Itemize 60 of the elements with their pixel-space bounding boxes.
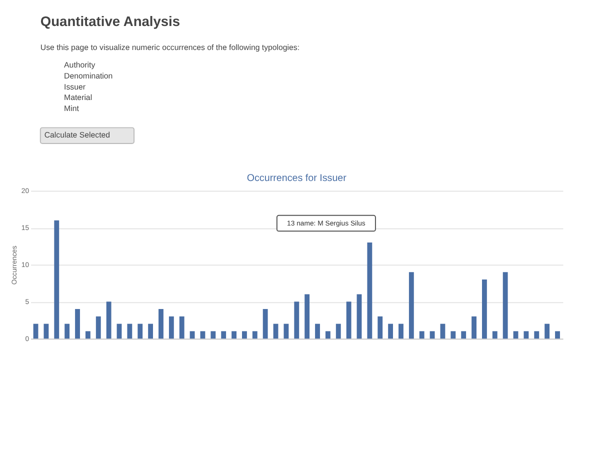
bar xyxy=(273,324,278,339)
bar xyxy=(325,331,330,339)
bar xyxy=(158,309,164,339)
text: Material xyxy=(64,93,92,102)
bar xyxy=(179,316,184,339)
bar xyxy=(284,324,289,339)
bar xyxy=(44,324,49,339)
bar xyxy=(482,279,487,339)
bar xyxy=(127,324,132,339)
text: Quantitative Analysis xyxy=(40,14,180,30)
bar xyxy=(138,324,143,339)
text: Use this page to visualize numeric occurrences of the following typologies: xyxy=(40,42,300,52)
text: Mint xyxy=(64,104,80,113)
chart-title: Occurrences for Issuer xyxy=(246,172,348,184)
bar xyxy=(85,331,90,339)
bar xyxy=(262,309,268,339)
bar xyxy=(440,324,446,339)
bar xyxy=(419,331,424,339)
bar xyxy=(555,331,560,339)
bar xyxy=(513,331,518,339)
bar xyxy=(242,331,247,339)
bar xyxy=(33,324,38,339)
bar xyxy=(472,316,476,339)
bar xyxy=(524,331,529,339)
bar xyxy=(450,331,456,339)
bar xyxy=(502,272,508,339)
bar xyxy=(544,324,550,339)
bar xyxy=(367,242,372,339)
bar xyxy=(116,324,122,339)
bar xyxy=(492,331,498,339)
bar xyxy=(336,324,341,339)
bar xyxy=(190,331,195,339)
text: Authority xyxy=(64,60,96,70)
bar xyxy=(346,302,352,339)
bar xyxy=(75,309,80,339)
bar xyxy=(106,302,112,339)
bar xyxy=(210,331,216,339)
bar xyxy=(252,331,258,339)
bar xyxy=(221,331,226,339)
bar xyxy=(388,324,394,339)
bar xyxy=(148,324,154,339)
bar xyxy=(461,331,466,339)
bar xyxy=(378,316,383,339)
bar xyxy=(200,331,206,339)
bar xyxy=(398,324,404,339)
text: Denomination xyxy=(64,71,113,80)
text: Calculate Selected xyxy=(44,130,110,140)
bar xyxy=(294,302,300,339)
text: Issuer xyxy=(64,82,86,92)
bar xyxy=(408,272,414,339)
bar xyxy=(430,331,435,339)
bar xyxy=(315,324,320,339)
bar xyxy=(54,220,60,339)
bar xyxy=(534,331,540,339)
bar xyxy=(304,294,310,339)
bar xyxy=(232,331,236,339)
bar xyxy=(356,294,362,339)
bar xyxy=(168,316,174,339)
bar xyxy=(96,316,101,339)
bar xyxy=(64,324,70,339)
